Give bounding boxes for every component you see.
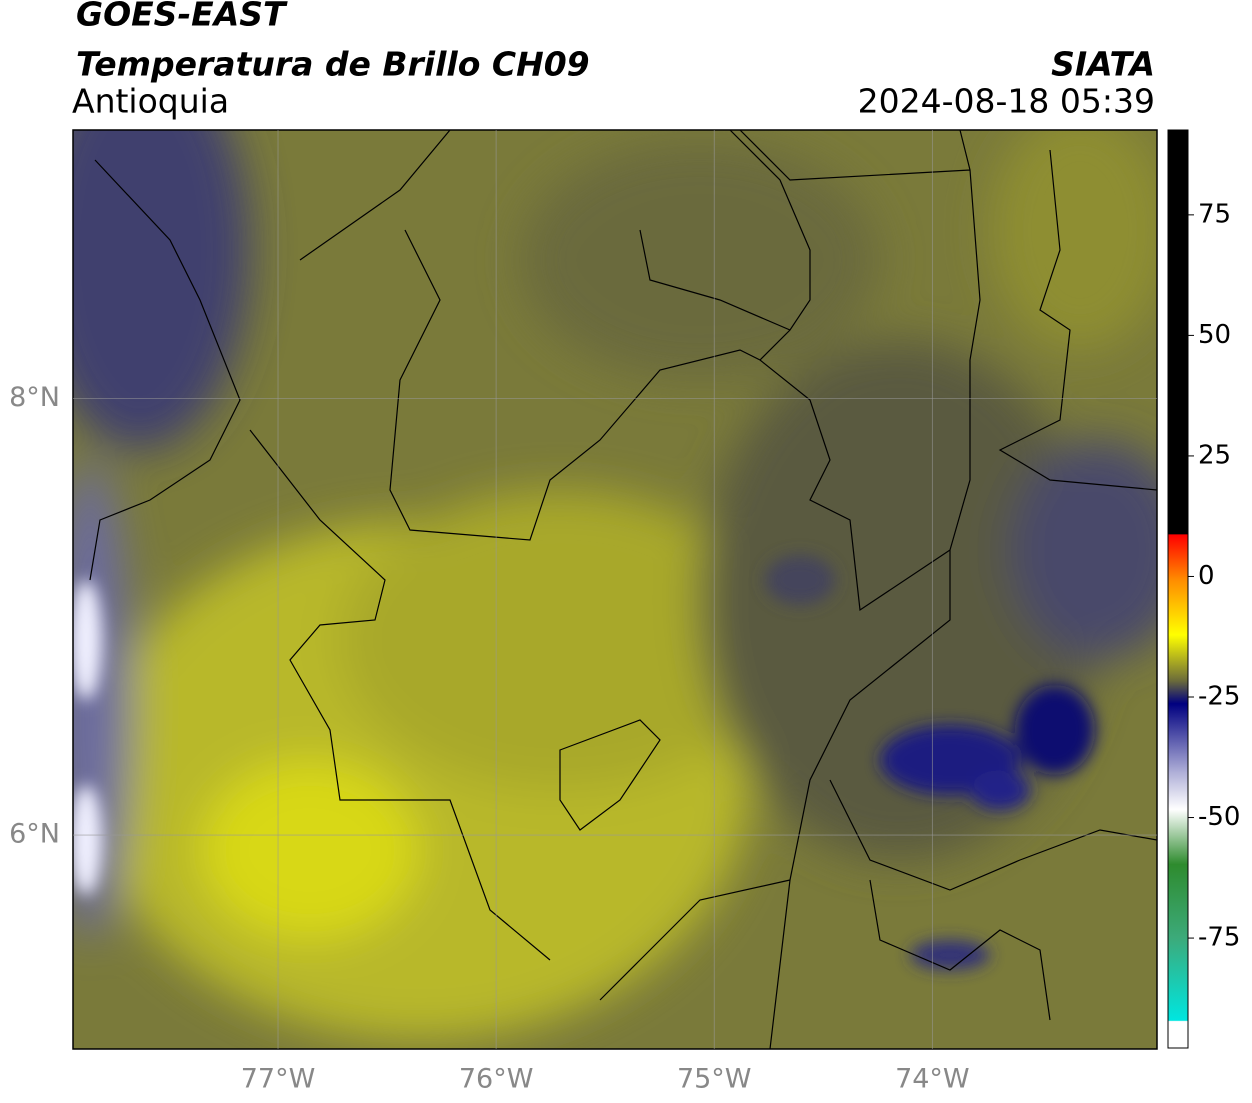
colorbar-tick-label: 25 <box>1198 440 1231 470</box>
map-frame <box>72 129 1158 1050</box>
colorbar-tick-label: 0 <box>1198 561 1215 591</box>
x-tick-label: 75°W <box>677 1064 752 1095</box>
colorbar-tick-label: -25 <box>1198 682 1240 712</box>
y-tick-label: 8°N <box>9 382 60 413</box>
x-tick-label: 74°W <box>895 1064 970 1095</box>
source: SIATA <box>1051 45 1155 84</box>
colorbar <box>1167 129 1189 1049</box>
colorbar-tick-label: 50 <box>1198 320 1231 350</box>
y-tick-label: 6°N <box>9 819 60 850</box>
x-tick-label: 76°W <box>459 1064 534 1095</box>
datetime: 2024-08-18 05:39 <box>858 82 1155 121</box>
satellite-image <box>73 130 1157 1049</box>
title: GOES-EAST <box>76 0 288 34</box>
colorbar-tick-label: -75 <box>1198 923 1240 953</box>
region: Antioquia <box>72 82 229 121</box>
colorbar-tick-label: -50 <box>1198 802 1240 832</box>
subtitle: Temperatura de Brillo CH09 <box>76 45 590 84</box>
x-tick-label: 77°W <box>241 1064 316 1095</box>
colorbar-tick-label: 75 <box>1198 199 1231 229</box>
